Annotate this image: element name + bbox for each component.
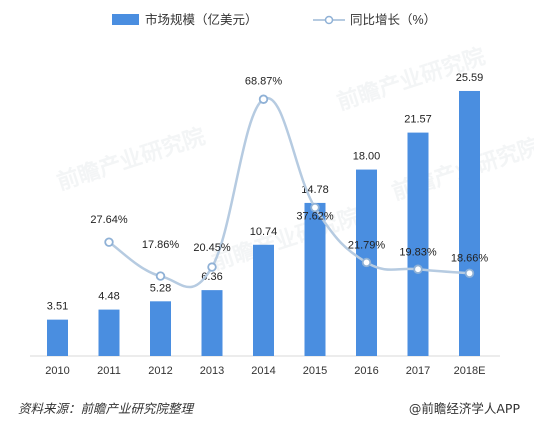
legend-line-marker <box>324 15 334 25</box>
growth-value-label: 18.66% <box>451 252 489 264</box>
growth-value-label: 27.64% <box>90 214 128 226</box>
legend-line-label: 同比增长（%） <box>350 12 436 27</box>
source-note: 资料来源：前瞻产业研究院整理 <box>18 401 194 416</box>
x-tick-label: 2014 <box>251 365 275 377</box>
bar-labels: 3.514.485.286.3610.7414.7818.0021.5725.5… <box>47 72 483 313</box>
bar <box>201 290 223 356</box>
growth-point <box>413 264 423 274</box>
brand-credit: @前瞻经济学人APP <box>408 401 520 416</box>
bar-value-label: 5.28 <box>150 282 171 294</box>
x-tick-label: 2012 <box>148 365 172 377</box>
bar-value-label: 21.57 <box>404 114 432 126</box>
bar-value-label: 25.59 <box>456 72 484 84</box>
growth-value-label: 19.83% <box>399 246 437 258</box>
growth-line-path <box>108 96 470 289</box>
bar <box>304 202 326 356</box>
bar <box>98 309 120 356</box>
growth-point <box>104 237 114 247</box>
x-tick-label: 2013 <box>200 365 224 377</box>
x-tick-label: 2017 <box>406 365 430 377</box>
bars <box>47 90 480 356</box>
growth-point <box>310 202 320 213</box>
x-tick-label: 2011 <box>97 365 121 377</box>
watermark-text: 前瞻产业研究院 <box>54 123 209 195</box>
growth-point <box>258 94 269 104</box>
x-tick-labels: 2010 2011 2012 2013 2014 2015 2016 2017 2018E <box>45 365 485 377</box>
growth-point <box>464 268 475 279</box>
growth-value-label: 20.45% <box>193 242 231 254</box>
legend-bar-swatch <box>112 14 139 25</box>
bar-value-label: 10.74 <box>250 226 278 238</box>
bar <box>47 319 68 356</box>
bar-value-label: 3.51 <box>47 301 68 313</box>
growth-point <box>207 262 217 272</box>
bar <box>150 301 171 356</box>
growth-point <box>155 271 166 281</box>
x-tick-label: 2016 <box>354 365 378 377</box>
growth-value-label: 68.87% <box>245 75 283 87</box>
growth-labels: 27.64% 17.86% 20.45% 68.87% 37.62% 21.79% 19.8… <box>90 75 488 264</box>
legend-bar-label: 市场规模（亿美元） <box>145 12 258 27</box>
bar <box>407 132 429 356</box>
growth-value-label: 37.62% <box>296 211 334 223</box>
growth-value-label: 21.79% <box>348 239 386 251</box>
x-tick-label: 2010 <box>45 365 69 377</box>
growth-point <box>361 257 372 268</box>
x-tick-label: 2018E <box>454 365 486 377</box>
bar-value-label: 18.00 <box>353 151 381 163</box>
x-tick-label: 2015 <box>303 365 327 377</box>
bar <box>253 244 274 356</box>
growth-line <box>104 94 475 289</box>
bar-value-label: 4.48 <box>98 291 119 303</box>
growth-value-label: 17.86% <box>142 239 180 251</box>
bar <box>459 90 480 356</box>
watermark-text: 前瞻产业研究院 <box>209 203 364 275</box>
legend: 市场规模（亿美元） 同比增长（%） <box>112 12 436 27</box>
